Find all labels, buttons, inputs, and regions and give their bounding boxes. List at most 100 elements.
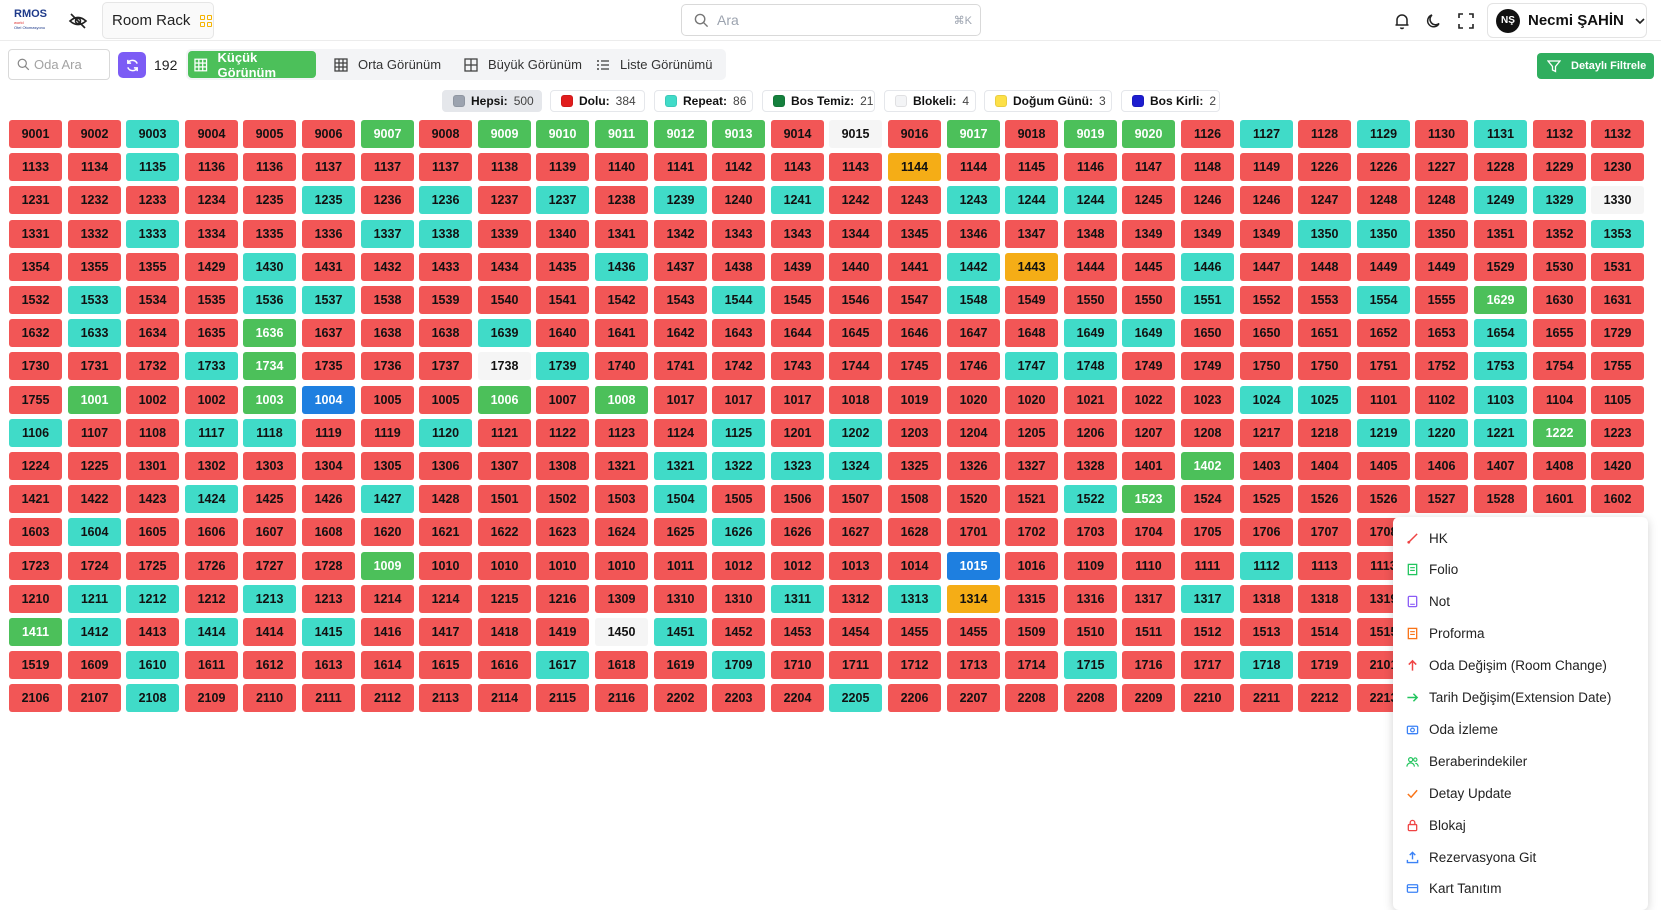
room-tile[interactable]: 1229 <box>1533 153 1586 181</box>
room-tile[interactable]: 1731 <box>68 352 121 380</box>
room-tile[interactable]: 1353 <box>1591 220 1644 248</box>
room-tile[interactable]: 1750 <box>1298 352 1351 380</box>
room-tile[interactable]: 1235 <box>243 186 296 214</box>
room-tile[interactable]: 1532 <box>9 286 62 314</box>
eye-off-icon[interactable] <box>68 11 88 31</box>
room-tile[interactable]: 1011 <box>654 552 707 580</box>
room-tile[interactable]: 1129 <box>1357 120 1410 148</box>
room-tile[interactable]: 1654 <box>1474 319 1527 347</box>
room-tile[interactable]: 2113 <box>419 684 472 712</box>
room-tile[interactable]: 1331 <box>9 220 62 248</box>
room-tile[interactable]: 1534 <box>126 286 179 314</box>
room-tile[interactable]: 1336 <box>302 220 355 248</box>
room-tile[interactable]: 1132 <box>1533 120 1586 148</box>
room-tile[interactable]: 1305 <box>361 452 414 480</box>
room-tile[interactable]: 1205 <box>1005 419 1058 447</box>
room-tile[interactable]: 1024 <box>1240 386 1293 414</box>
legend-filter-dolu[interactable]: Dolu: 384 <box>550 90 645 112</box>
room-tile[interactable]: 1207 <box>1122 419 1175 447</box>
room-tile[interactable]: 1729 <box>1591 319 1644 347</box>
room-tile[interactable]: 1523 <box>1122 485 1175 513</box>
room-tile[interactable]: 1337 <box>361 220 414 248</box>
room-tile[interactable]: 1709 <box>712 651 765 679</box>
room-tile[interactable]: 1624 <box>595 518 648 546</box>
room-tile[interactable]: 1610 <box>126 651 179 679</box>
room-tile[interactable]: 9011 <box>595 120 648 148</box>
room-tile[interactable]: 1426 <box>302 485 355 513</box>
room-tile[interactable]: 1118 <box>243 419 296 447</box>
room-tile[interactable]: 1519 <box>9 651 62 679</box>
room-tile[interactable]: 1440 <box>829 253 882 281</box>
room-tile[interactable]: 1531 <box>1591 253 1644 281</box>
room-tile[interactable]: 1146 <box>1064 153 1117 181</box>
room-tile[interactable]: 1408 <box>1533 452 1586 480</box>
room-tile[interactable]: 1326 <box>947 452 1000 480</box>
room-tile[interactable]: 1227 <box>1415 153 1468 181</box>
room-tile[interactable]: 1433 <box>419 253 472 281</box>
room-tile[interactable]: 1713 <box>947 651 1000 679</box>
room-tile[interactable]: 1601 <box>1533 485 1586 513</box>
room-tile[interactable]: 1004 <box>302 386 355 414</box>
room-tile[interactable]: 1513 <box>1240 618 1293 646</box>
room-tile[interactable]: 1540 <box>478 286 531 314</box>
room-tile[interactable]: 1649 <box>1064 319 1117 347</box>
tab-buyuk-gorunum[interactable]: Büyük Görünüm <box>458 51 582 78</box>
room-tile[interactable]: 2208 <box>1005 684 1058 712</box>
room-tile[interactable]: 1416 <box>361 618 414 646</box>
room-tile[interactable]: 1329 <box>1533 186 1586 214</box>
menu-item-blokaj[interactable]: Blokaj <box>1405 812 1637 838</box>
room-tile[interactable]: 1208 <box>1181 419 1234 447</box>
room-tile[interactable]: 1345 <box>888 220 941 248</box>
room-tile[interactable]: 1211 <box>68 585 121 613</box>
room-tile[interactable]: 1105 <box>1591 386 1644 414</box>
room-tile[interactable]: 1013 <box>829 552 882 580</box>
room-tile[interactable]: 1347 <box>1005 220 1058 248</box>
room-tile[interactable]: 1243 <box>888 186 941 214</box>
room-tile[interactable]: 1553 <box>1298 286 1351 314</box>
room-tile[interactable]: 1403 <box>1240 452 1293 480</box>
room-tile[interactable]: 1427 <box>361 485 414 513</box>
room-tile[interactable]: 1238 <box>595 186 648 214</box>
room-tile[interactable]: 1201 <box>771 419 824 447</box>
room-tile[interactable]: 1025 <box>1298 386 1351 414</box>
room-tile[interactable]: 2108 <box>126 684 179 712</box>
room-tile[interactable]: 1645 <box>829 319 882 347</box>
room-tile[interactable]: 1245 <box>1122 186 1175 214</box>
room-tile[interactable]: 1215 <box>478 585 531 613</box>
room-tile[interactable]: 1619 <box>654 651 707 679</box>
room-tile[interactable]: 1119 <box>302 419 355 447</box>
room-tile[interactable]: 1249 <box>1474 186 1527 214</box>
room-tile[interactable]: 2209 <box>1122 684 1175 712</box>
room-tile[interactable]: 1710 <box>771 651 824 679</box>
room-tile[interactable]: 9010 <box>536 120 589 148</box>
room-tile[interactable]: 1417 <box>419 618 472 646</box>
room-tile[interactable]: 9014 <box>771 120 824 148</box>
room-tile[interactable]: 1643 <box>712 319 765 347</box>
room-tile[interactable]: 1221 <box>1474 419 1527 447</box>
room-tile[interactable]: 1244 <box>1064 186 1117 214</box>
room-tile[interactable]: 1107 <box>68 419 121 447</box>
room-tile[interactable]: 1502 <box>536 485 589 513</box>
room-tile[interactable]: 1727 <box>243 552 296 580</box>
room-tile[interactable]: 9016 <box>888 120 941 148</box>
room-tile[interactable]: 1548 <box>947 286 1000 314</box>
room-tile[interactable]: 1511 <box>1122 618 1175 646</box>
room-tile[interactable]: 2111 <box>302 684 355 712</box>
room-tile[interactable]: 1112 <box>1240 552 1293 580</box>
room-tile[interactable]: 1702 <box>1005 518 1058 546</box>
room-tile[interactable]: 9002 <box>68 120 121 148</box>
room-tile[interactable]: 9019 <box>1064 120 1117 148</box>
room-search-input[interactable]: Oda Ara <box>8 49 110 80</box>
room-tile[interactable]: 1430 <box>243 253 296 281</box>
room-tile[interactable]: 1401 <box>1122 452 1175 480</box>
room-tile[interactable]: 1224 <box>9 452 62 480</box>
room-tile[interactable]: 9013 <box>712 120 765 148</box>
room-tile[interactable]: 1143 <box>771 153 824 181</box>
room-tile[interactable]: 1650 <box>1181 319 1234 347</box>
room-tile[interactable]: 1546 <box>829 286 882 314</box>
room-tile[interactable]: 1225 <box>68 452 121 480</box>
room-tile[interactable]: 1644 <box>771 319 824 347</box>
room-tile[interactable]: 1318 <box>1240 585 1293 613</box>
room-tile[interactable]: 1528 <box>1474 485 1527 513</box>
room-tile[interactable]: 1623 <box>536 518 589 546</box>
